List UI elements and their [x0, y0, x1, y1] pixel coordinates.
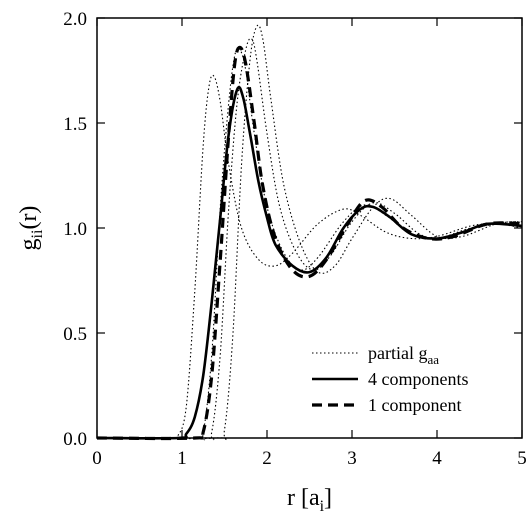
y-tick-label: 0.0: [63, 429, 87, 450]
legend-entry-label: 4 components: [368, 369, 469, 389]
legend-entry-label: 1 component: [368, 395, 461, 415]
y-axis-label-subscript: ii: [29, 229, 46, 238]
x-tick-label: 2: [262, 448, 272, 469]
x-axis-label-subscript: i: [320, 498, 325, 515]
y-tick-label: 1.5: [63, 114, 87, 135]
y-tick-label: 1.0: [63, 219, 87, 240]
x-axis-label-close: ]: [324, 485, 332, 511]
series-line-dotted-3: [96, 24, 523, 441]
legend-entry-subscript: aa: [427, 352, 439, 367]
y-axis-label-main: g: [16, 238, 42, 250]
x-tick-label: 4: [432, 448, 442, 469]
x-tick-label: 3: [347, 448, 357, 469]
series-line-dotted-0: [96, 74, 523, 440]
y-axis-label: gii(r): [16, 206, 46, 251]
y-tick-label: 2.0: [63, 9, 87, 30]
x-axis-label-main: r [a: [287, 485, 320, 511]
x-tick-label: 1: [177, 448, 187, 469]
x-tick-label: 0: [92, 448, 102, 469]
x-tick-label: 5: [517, 448, 527, 469]
series-line-dashed-5: [96, 45, 523, 441]
x-axis-label: r [ai]: [287, 485, 332, 515]
y-axis-label-close: (r): [16, 206, 42, 230]
legend-entry-label: partial gaa: [368, 343, 439, 367]
y-tick-label: 0.5: [63, 324, 87, 345]
